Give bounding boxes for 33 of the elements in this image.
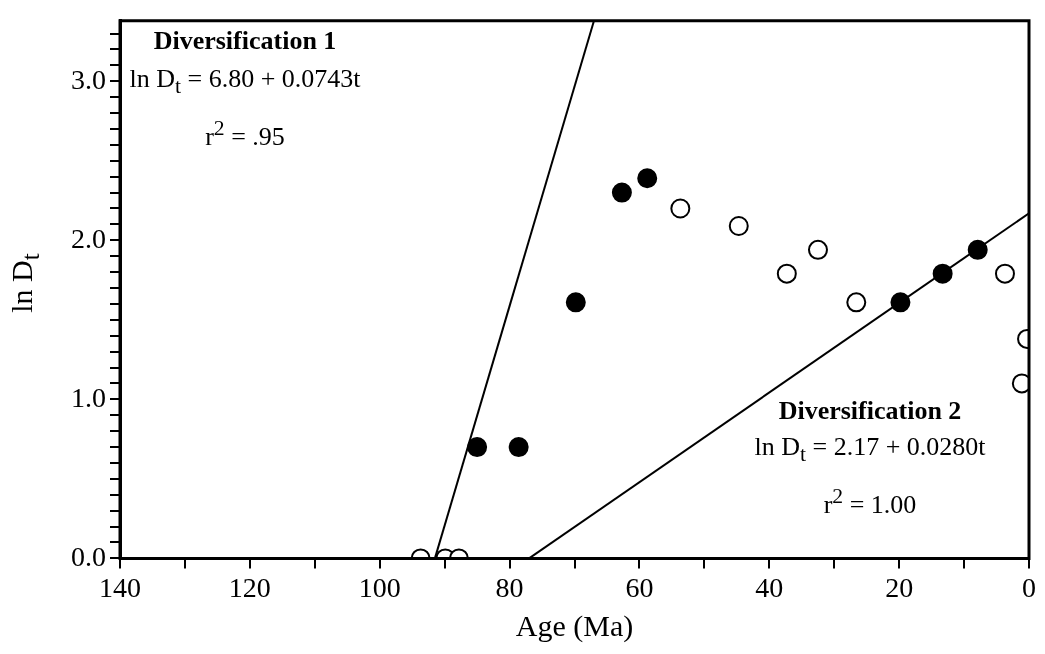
point [728,215,749,236]
x-tick-label: 120 [228,571,271,603]
y-tick-label: 3.0 [71,63,106,95]
x-tick-label: 20 [885,571,914,603]
x-tick-label: 80 [495,571,524,603]
point [932,263,953,284]
annotation: Diversification 2 [778,396,962,425]
x-tick-label: 0 [1022,571,1036,603]
annotation: r$^{2}$ = .95 [205,116,285,151]
point [637,168,658,189]
annotation: ln D$_{t}$ = 6.80 + 0.0743t [129,64,361,99]
x-tick-label: 60 [625,571,654,603]
y-tick-label: 0.0 [71,540,106,572]
point [846,292,867,313]
point [967,239,988,260]
point [565,292,586,313]
point [890,292,911,313]
y-tick-label: 2.0 [71,222,106,254]
point [994,263,1015,284]
annotation: Diversification 1 [153,26,337,55]
point [776,263,797,284]
point [467,437,488,458]
point [670,198,691,219]
point [807,239,828,260]
x-tick-label: 40 [755,571,784,603]
point [508,437,529,458]
x-tick-label: 140 [99,571,141,603]
annotation: ln D$_{t}$ = 2.17 + 0.0280t [754,432,986,467]
x-axis-title: Age (Ma) [515,608,634,643]
y-tick-label: 1.0 [71,381,106,413]
point [611,182,632,203]
x-tick-label: 100 [358,571,401,603]
annotation: r$^{2}$ = 1.00 [823,484,917,519]
